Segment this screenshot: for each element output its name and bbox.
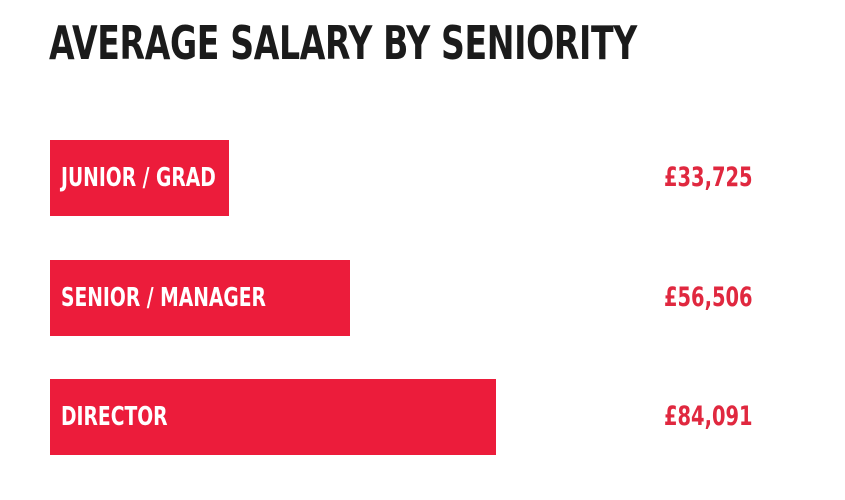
value-label: £84,091 [664, 401, 753, 432]
value-label: £56,506 [664, 282, 753, 313]
value-label: £33,725 [664, 162, 753, 193]
category-label: SENIOR / MANAGER [61, 283, 266, 313]
category-label: JUNIOR / GRAD [61, 163, 216, 193]
bar: JUNIOR / GRAD [50, 140, 229, 216]
bar: DIRECTOR [50, 379, 496, 455]
bar: SENIOR / MANAGER [50, 260, 350, 336]
chart-title: AVERAGE SALARY BY SENIORITY [49, 16, 637, 70]
category-label: DIRECTOR [61, 402, 168, 432]
